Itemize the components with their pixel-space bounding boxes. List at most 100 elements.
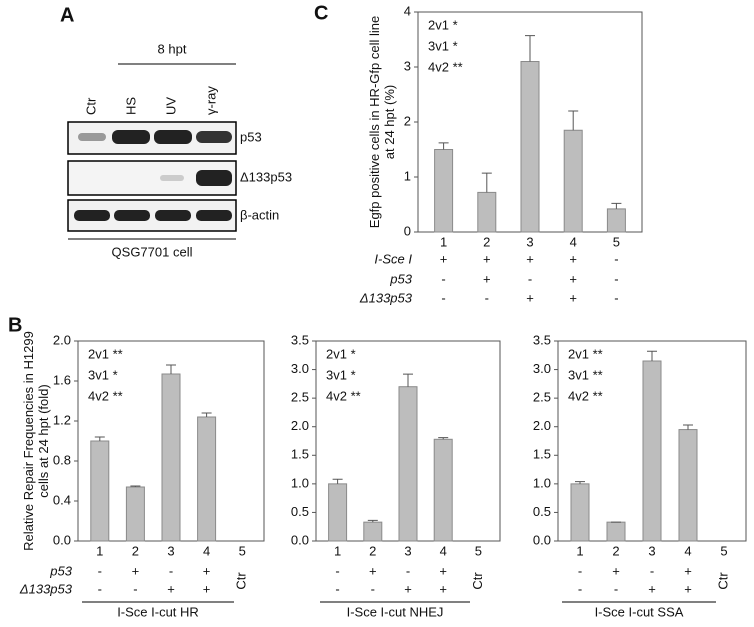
bar	[398, 386, 418, 542]
row-cell: +	[440, 251, 448, 266]
x-tick-label: 3	[526, 234, 533, 249]
x-tick-label: 5	[239, 543, 246, 558]
y-tick-label: 1.5	[291, 447, 309, 462]
annotation: 3v1 *	[428, 38, 458, 53]
row-cell: +	[439, 563, 447, 578]
row-cell: +	[203, 581, 211, 596]
x-tick-label: 1	[96, 543, 103, 558]
row-cell: +	[569, 290, 577, 305]
y-tick-label: 0.5	[291, 504, 309, 519]
x-tick-label: 5	[475, 543, 482, 558]
panel-letter: A	[60, 4, 74, 26]
annotation: 2v1 *	[326, 346, 356, 361]
annotation: 4v2 **	[326, 388, 361, 403]
row-cell: +	[569, 251, 577, 266]
row-cell: -	[335, 581, 339, 596]
y-tick-label: 0.0	[533, 532, 551, 547]
error-bar	[611, 202, 622, 209]
row-cell: +	[483, 251, 491, 266]
row-cell: -	[578, 581, 582, 596]
control-label: Ctr	[470, 572, 485, 590]
row-cell: +	[203, 563, 211, 578]
band-label: β-actin	[240, 207, 279, 222]
bar	[363, 521, 383, 542]
annotation: 2v1 *	[428, 17, 458, 32]
y-tick-label: 2	[404, 113, 411, 128]
x-axis-label: I-Sce I-cut SSA	[595, 604, 684, 619]
row-cell: -	[441, 290, 445, 305]
x-tick-label: 3	[404, 543, 411, 558]
row-cell: +	[526, 290, 534, 305]
row-cell: -	[169, 563, 173, 578]
x-tick-label: 1	[576, 543, 583, 558]
bar	[434, 149, 454, 233]
row-cell: +	[404, 581, 412, 596]
time-label: 8 hpt	[158, 41, 187, 56]
bar	[433, 438, 453, 542]
error-bar	[403, 373, 413, 387]
y-tick-label: 0.4	[53, 492, 71, 507]
y-tick-label: 0	[404, 223, 411, 238]
row-label: I-Sce I	[374, 251, 412, 266]
y-tick-label: 4	[404, 3, 411, 18]
x-tick-label: 4	[684, 543, 691, 558]
error-bar	[166, 364, 176, 374]
blot	[67, 121, 237, 232]
y-tick-label: 1.5	[533, 447, 551, 462]
y-tick-label: 2.0	[533, 418, 551, 433]
x-axis-label: I-Sce I-cut HR	[117, 604, 199, 619]
row-cell: -	[485, 290, 489, 305]
row-cell: +	[648, 581, 656, 596]
y-tick-label: 1	[404, 168, 411, 183]
x-tick-label: 2	[483, 234, 490, 249]
annotation: 3v1 *	[88, 367, 118, 382]
error-bar	[481, 172, 492, 193]
y-tick-label: 1.2	[53, 412, 71, 427]
row-cell: +	[167, 581, 175, 596]
lane-label: Ctr	[83, 97, 98, 115]
row-cell: -	[406, 563, 410, 578]
y-axis-label: Relative Repair Frequencies in H1299 cel…	[21, 331, 51, 551]
band-label: Δ133p53	[240, 169, 292, 184]
bar	[570, 483, 590, 542]
annotation: 4v2 **	[428, 59, 463, 74]
bar	[606, 521, 626, 542]
annotation: 4v2 **	[568, 388, 603, 403]
bar	[477, 191, 497, 233]
panel-letter: B	[8, 314, 22, 336]
row-cell: -	[98, 563, 102, 578]
y-tick-label: 1.6	[53, 372, 71, 387]
y-tick-label: 0.0	[291, 532, 309, 547]
x-tick-label: 3	[167, 543, 174, 558]
row-cell: -	[441, 271, 445, 286]
row-cell: -	[335, 563, 339, 578]
error-bar	[332, 478, 343, 484]
bar	[125, 486, 145, 542]
row-cell: +	[483, 271, 491, 286]
bar	[197, 416, 217, 542]
row-cell: -	[614, 290, 618, 305]
row-cell: -	[578, 563, 582, 578]
lane-label: γ-ray	[203, 86, 218, 115]
bar	[678, 429, 698, 542]
y-tick-label: 2.5	[291, 390, 309, 405]
annotation: 3v1 **	[568, 367, 603, 382]
error-bar	[525, 35, 535, 62]
bar	[606, 208, 626, 233]
row-label: Δ133p53	[19, 581, 73, 596]
y-tick-label: 0.5	[533, 504, 551, 519]
row-cell: -	[614, 581, 618, 596]
error-bar	[201, 412, 212, 417]
x-axis-label: I-Sce I-cut NHEJ	[347, 604, 444, 619]
x-tick-label: 2	[369, 543, 376, 558]
y-tick-label: 1.0	[291, 475, 309, 490]
error-bar	[575, 481, 585, 484]
x-tick-label: 2	[132, 543, 139, 558]
bar	[642, 360, 662, 542]
x-tick-label: 1	[334, 543, 341, 558]
bar	[90, 440, 110, 542]
error-bar	[438, 437, 449, 440]
error-bar	[568, 110, 579, 131]
